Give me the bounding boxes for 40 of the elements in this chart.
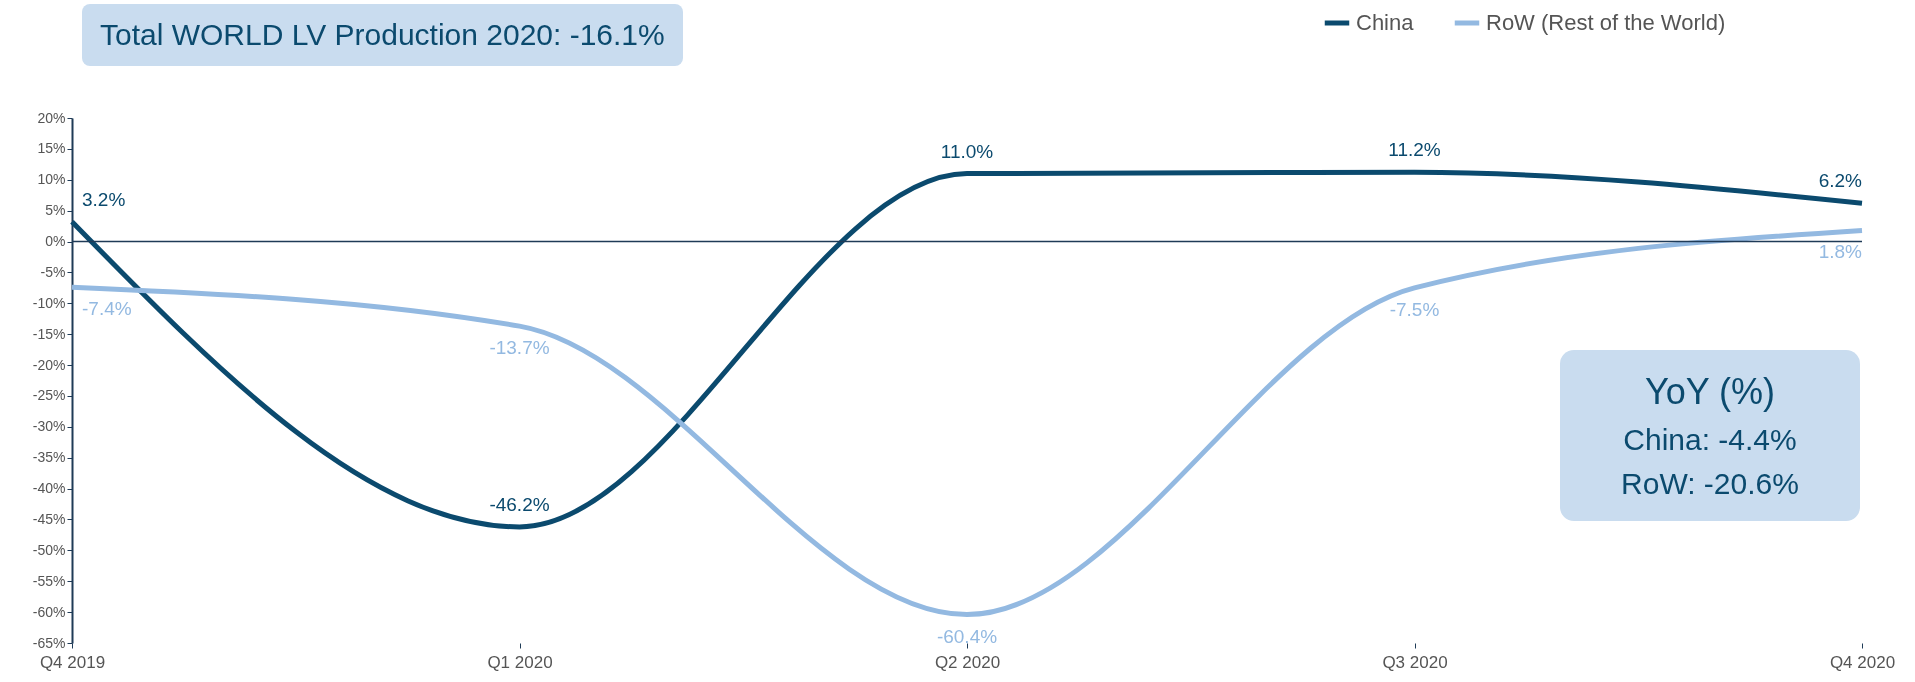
y-tick-label: -10% — [32, 294, 66, 311]
y-tick-label: -30% — [32, 418, 66, 435]
y-tick-label: -50% — [32, 541, 66, 558]
annotation: China: -4.4% — [1622, 422, 1798, 459]
text-box: YoY (%) China: -4.4% RoW: -20.6% — [1560, 350, 1860, 522]
y-tick-label: -65% — [32, 634, 66, 651]
data-label: 1.8% — [1818, 241, 1863, 263]
data-label: -7.5% — [1389, 298, 1440, 320]
y-tick-label: 15% — [37, 140, 66, 157]
legend-label: RoW (Rest of the World) — [1486, 10, 1726, 35]
y-tick-label: 5% — [45, 202, 66, 219]
data-label: -7.4% — [82, 298, 132, 320]
data-label: 11.0% — [940, 140, 994, 162]
data-label: 6.2% — [1818, 170, 1863, 192]
y-tick-label: -55% — [32, 572, 66, 589]
x-tick-label: Q4 2020 — [1829, 652, 1896, 672]
legend-label: China — [1356, 10, 1415, 35]
y-tick-label: -15% — [32, 325, 66, 342]
x-tick-label: Q3 2020 — [1382, 652, 1448, 672]
x-tick-label: Q4 2019 — [39, 652, 106, 672]
y-tick-label: -40% — [32, 480, 66, 497]
y-tick-label: 20% — [37, 109, 66, 126]
x-tick-label: Q2 2020 — [934, 652, 1001, 672]
y-tick-label: -60% — [32, 603, 66, 620]
y-tick-label: -45% — [32, 510, 66, 527]
y-tick-label: -35% — [32, 449, 66, 466]
x-tick-label: Q1 2020 — [487, 652, 553, 672]
data-label: 11.2% — [1388, 139, 1441, 161]
y-tick-label: 0% — [45, 233, 66, 250]
data-label: 3.2% — [82, 188, 126, 210]
chart-title: Total WORLD LV Production 2020: -16.1% — [82, 4, 683, 66]
y-tick-label: 10% — [37, 171, 66, 188]
data-label: -46.2% — [489, 493, 550, 515]
data-label: -60.4% — [936, 625, 998, 647]
annotation: YoY (%) — [1643, 370, 1777, 414]
annotation: RoW: -20.6% — [1620, 465, 1800, 502]
data-label: -13.7% — [489, 337, 550, 359]
y-tick-label: -5% — [40, 263, 66, 280]
y-tick-label: -20% — [32, 356, 66, 373]
y-tick-label: -25% — [32, 387, 66, 404]
